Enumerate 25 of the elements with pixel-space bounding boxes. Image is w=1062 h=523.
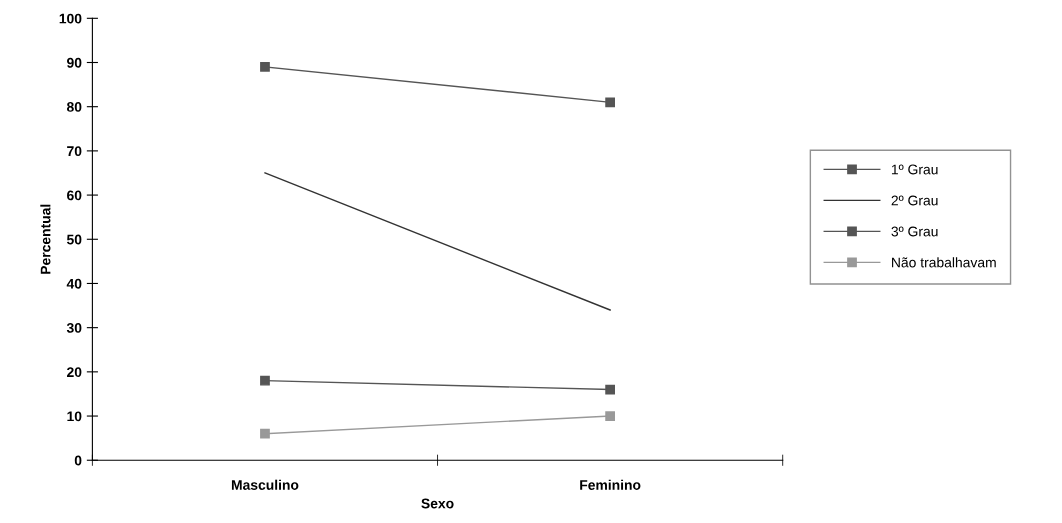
y-tick-label: 70 <box>67 146 82 157</box>
point <box>605 97 615 108</box>
y-axis-title: Percentual <box>40 204 51 274</box>
point <box>260 428 270 439</box>
legend-label: Não trabalhavam <box>892 257 996 268</box>
y-tick-label: 10 <box>67 411 82 422</box>
x-tick-label: Masculino <box>231 479 299 490</box>
y-tick-label: 40 <box>66 278 82 289</box>
point <box>260 375 270 386</box>
legend-label: 1º Grau <box>891 164 938 175</box>
x-tick-label: Feminino <box>580 479 641 490</box>
y-tick-label: 50 <box>66 234 82 245</box>
y-tick-label: 100 <box>59 13 82 24</box>
y-tick-label: 90 <box>67 57 82 68</box>
point <box>605 411 615 421</box>
x-axis-title: Sexo <box>421 498 454 509</box>
y-tick-label: 0 <box>74 455 82 466</box>
legend-label: 3º Grau <box>891 226 938 237</box>
y-tick-label: 20 <box>67 367 82 378</box>
legend-label: 2º Grau <box>891 195 938 206</box>
y-tick-label: 80 <box>66 102 82 112</box>
y-tick-label: 30 <box>66 322 82 333</box>
point <box>605 384 615 395</box>
point <box>260 62 270 72</box>
y-tick-label: 60 <box>67 190 82 201</box>
